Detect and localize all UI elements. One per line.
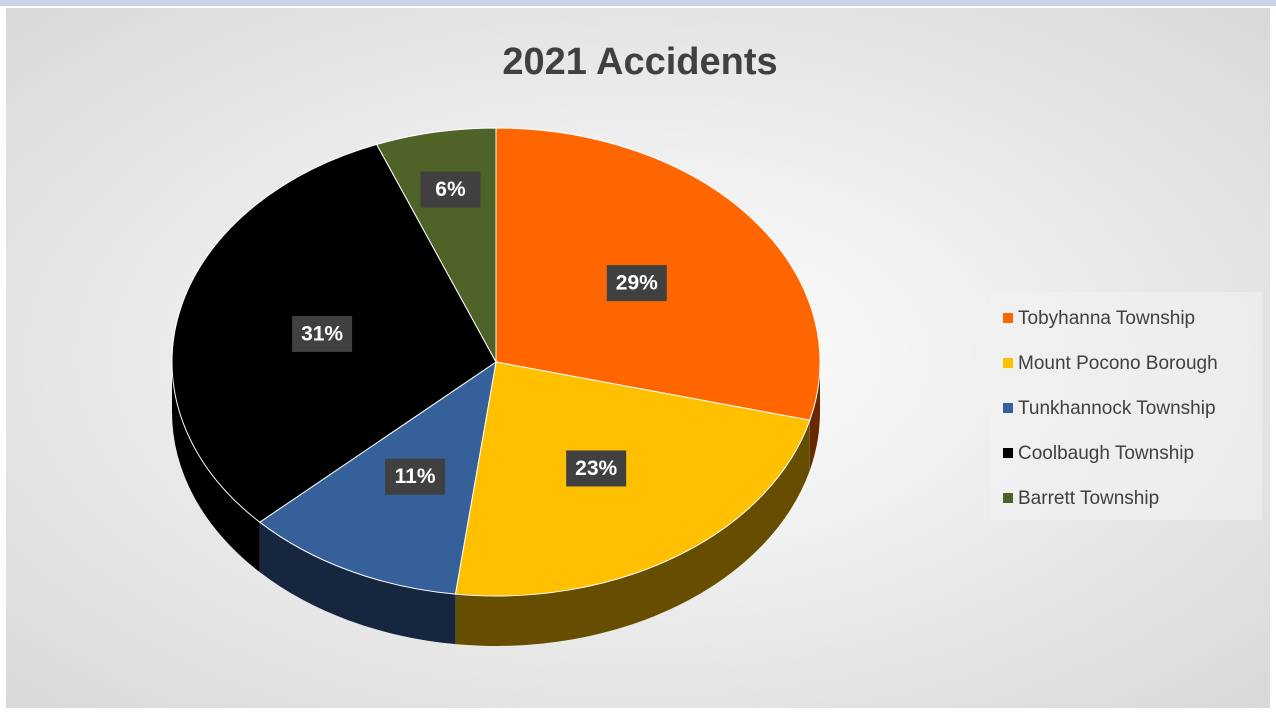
slice-side xyxy=(172,362,260,573)
legend-label: Tobyhanna Township xyxy=(1018,308,1195,329)
legend-swatch xyxy=(1003,493,1013,503)
data-label-box xyxy=(420,171,481,208)
legend-label: Barrett Township xyxy=(1018,488,1159,509)
legend-swatch xyxy=(1003,313,1013,323)
slice-side xyxy=(259,522,456,645)
legend-swatch xyxy=(1003,358,1013,368)
legend-box xyxy=(990,292,1262,520)
top-border xyxy=(0,0,1276,6)
data-label: 29% xyxy=(616,272,658,295)
slice-side xyxy=(455,420,810,646)
data-label: 6% xyxy=(435,178,466,201)
slice xyxy=(258,360,497,595)
legend-label: Tunkhannock Township xyxy=(1018,398,1216,419)
chart-title: 2021 Accidents xyxy=(502,41,777,83)
slice-side xyxy=(809,362,820,471)
slice xyxy=(454,361,811,597)
legend-label: Mount Pocono Borough xyxy=(1018,353,1218,374)
data-label: 31% xyxy=(301,322,343,345)
legend-swatch xyxy=(1003,403,1013,413)
data-label: 23% xyxy=(575,457,617,480)
data-label-box xyxy=(606,265,667,302)
data-label-box xyxy=(385,458,446,495)
data-label: 11% xyxy=(395,465,436,488)
legend-swatch xyxy=(1003,448,1013,458)
data-label-box xyxy=(566,450,627,487)
data-label-box xyxy=(292,315,353,352)
legend-label: Coolbaugh Township xyxy=(1018,443,1194,464)
